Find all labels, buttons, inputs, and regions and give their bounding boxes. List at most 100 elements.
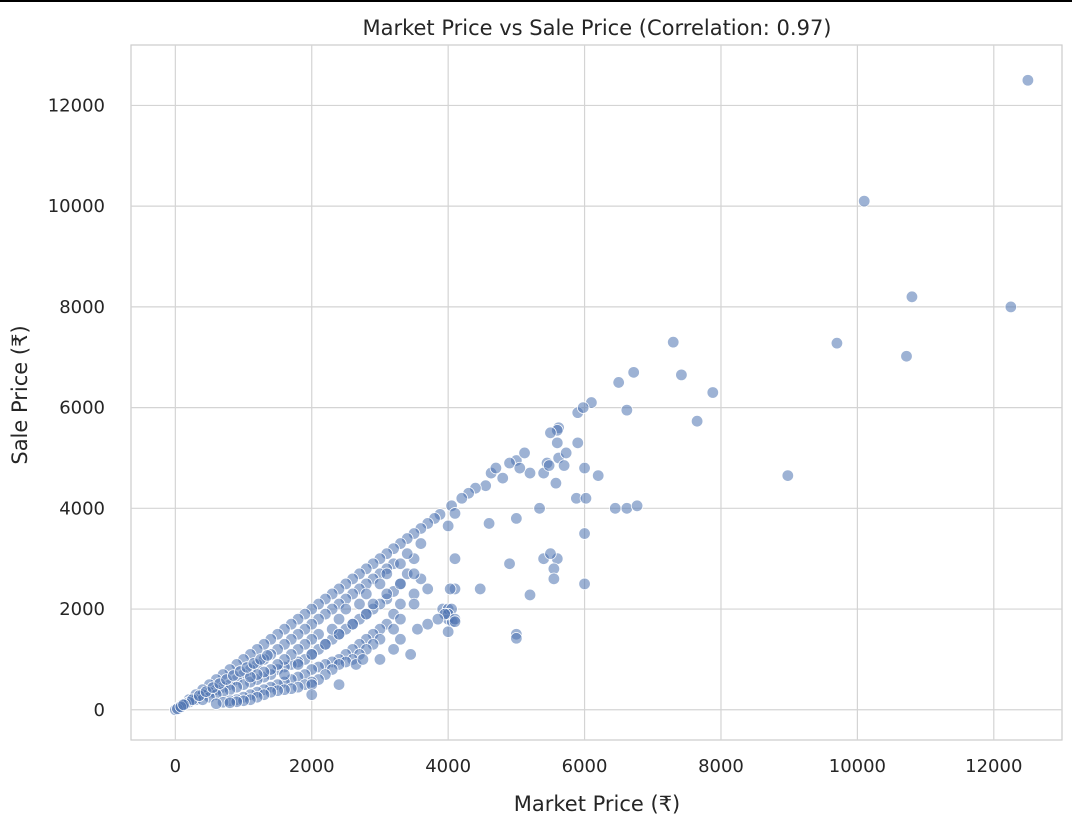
data-point bbox=[394, 633, 407, 646]
data-point bbox=[394, 557, 407, 570]
data-point bbox=[360, 587, 373, 601]
data-point bbox=[394, 577, 407, 591]
data-point bbox=[510, 632, 523, 645]
x-tick-label: 2000 bbox=[289, 756, 335, 777]
data-point bbox=[414, 537, 428, 550]
data-point bbox=[690, 415, 704, 428]
data-point bbox=[559, 446, 573, 460]
x-tick-label: 4000 bbox=[425, 756, 471, 777]
data-point bbox=[858, 194, 871, 208]
data-point bbox=[578, 577, 591, 591]
data-point bbox=[305, 688, 318, 701]
data-point bbox=[407, 597, 421, 611]
x-tick-label: 12000 bbox=[965, 756, 1022, 777]
data-point bbox=[278, 668, 291, 681]
data-point bbox=[223, 696, 237, 709]
data-point bbox=[578, 527, 591, 540]
data-point bbox=[339, 602, 353, 616]
data-point bbox=[373, 577, 387, 591]
data-point bbox=[503, 456, 516, 470]
data-point bbox=[319, 638, 332, 651]
data-point bbox=[781, 469, 795, 482]
data-point bbox=[291, 658, 305, 671]
data-point bbox=[332, 612, 346, 626]
data-point bbox=[533, 502, 546, 515]
data-point bbox=[513, 461, 526, 475]
data-point bbox=[261, 649, 274, 662]
data-point bbox=[609, 502, 622, 515]
data-point bbox=[404, 648, 417, 661]
data-point bbox=[421, 582, 434, 596]
data-point bbox=[305, 648, 318, 661]
data-point bbox=[394, 612, 407, 626]
data-point bbox=[448, 552, 462, 565]
data-point bbox=[523, 588, 537, 602]
data-point bbox=[578, 461, 591, 475]
data-point bbox=[675, 368, 688, 382]
data-point bbox=[441, 519, 455, 533]
x-tick-label: 10000 bbox=[829, 756, 886, 777]
data-point bbox=[544, 426, 557, 439]
y-tick-label: 0 bbox=[94, 700, 105, 721]
top-border-line bbox=[0, 0, 1072, 2]
data-point bbox=[387, 643, 400, 656]
data-point bbox=[557, 459, 571, 472]
data-point bbox=[489, 461, 503, 475]
y-axis-label: Sale Price (₹) bbox=[8, 325, 32, 464]
data-point bbox=[620, 502, 634, 515]
data-point bbox=[455, 492, 468, 505]
data-point bbox=[667, 335, 680, 349]
y-tick-label: 6000 bbox=[59, 398, 105, 419]
data-point bbox=[482, 517, 496, 530]
x-axis-ticks: 0 2000 4000 6000 8000 10000 12000 bbox=[170, 756, 1023, 777]
data-point bbox=[353, 597, 366, 611]
data-point bbox=[503, 557, 516, 570]
data-point bbox=[620, 403, 634, 417]
data-point bbox=[549, 476, 563, 490]
x-tick-label: 0 bbox=[170, 756, 181, 777]
data-point bbox=[1021, 74, 1035, 87]
data-point bbox=[1004, 300, 1018, 314]
data-point bbox=[380, 587, 393, 601]
data-point bbox=[900, 350, 913, 363]
data-point bbox=[332, 678, 346, 691]
data-point bbox=[401, 547, 414, 560]
data-point bbox=[366, 597, 380, 611]
data-point bbox=[830, 336, 844, 350]
y-axis-ticks: 0 2000 4000 6000 8000 10000 12000 bbox=[48, 95, 105, 720]
data-point bbox=[356, 653, 370, 666]
data-point bbox=[905, 290, 919, 304]
y-tick-label: 10000 bbox=[48, 196, 105, 217]
data-point bbox=[444, 582, 457, 596]
data-point bbox=[523, 466, 537, 480]
data-point bbox=[547, 572, 561, 586]
data-points bbox=[169, 74, 1035, 716]
chart-title: Market Price vs Sale Price (Correlation:… bbox=[362, 16, 831, 40]
data-point bbox=[542, 459, 556, 472]
data-point bbox=[210, 697, 223, 710]
data-point bbox=[380, 567, 393, 581]
data-point bbox=[441, 625, 455, 638]
data-point bbox=[177, 698, 190, 711]
data-point bbox=[407, 567, 421, 581]
data-point bbox=[551, 436, 564, 450]
data-point bbox=[571, 436, 584, 450]
data-point bbox=[431, 612, 445, 626]
data-point bbox=[346, 617, 359, 631]
y-tick-label: 12000 bbox=[48, 95, 105, 116]
data-point bbox=[387, 623, 400, 636]
data-point bbox=[706, 386, 719, 399]
x-axis-label: Market Price (₹) bbox=[514, 792, 681, 816]
data-point bbox=[479, 479, 492, 492]
y-tick-label: 2000 bbox=[59, 599, 105, 620]
x-tick-label: 6000 bbox=[562, 756, 608, 777]
gridlines bbox=[131, 45, 1062, 740]
data-point bbox=[592, 469, 605, 482]
data-point bbox=[394, 597, 407, 611]
data-point bbox=[627, 366, 640, 379]
y-tick-label: 4000 bbox=[59, 498, 105, 519]
data-point bbox=[630, 499, 644, 513]
data-point bbox=[448, 507, 462, 520]
data-point bbox=[411, 623, 424, 636]
